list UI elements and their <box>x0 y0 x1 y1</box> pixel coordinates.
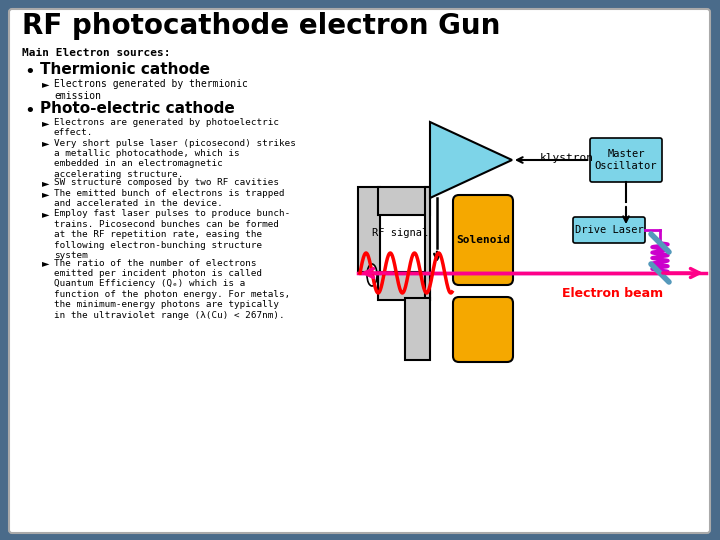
Text: ►: ► <box>42 79 50 89</box>
Text: RF photocathode electron Gun: RF photocathode electron Gun <box>22 12 500 40</box>
Bar <box>378 187 430 215</box>
Text: Thermionic cathode: Thermionic cathode <box>40 62 210 77</box>
Text: ►: ► <box>42 118 50 128</box>
Text: ►: ► <box>42 189 50 199</box>
Text: •: • <box>24 63 35 81</box>
Text: Employ fast laser pulses to produce bunch-
trains. Picosecond bunches can be for: Employ fast laser pulses to produce bunc… <box>54 210 290 260</box>
Bar <box>405 298 430 360</box>
FancyBboxPatch shape <box>9 9 710 533</box>
Text: ►: ► <box>42 210 50 219</box>
Text: Drive Laser: Drive Laser <box>575 225 644 235</box>
Bar <box>425 187 430 300</box>
FancyBboxPatch shape <box>453 195 513 285</box>
Text: Main Electron sources:: Main Electron sources: <box>22 48 171 58</box>
Text: Electron beam: Electron beam <box>562 287 663 300</box>
Text: klystron: klystron <box>540 153 594 163</box>
Text: ►: ► <box>42 138 50 149</box>
Text: •: • <box>24 102 35 120</box>
Text: The ratio of the number of electrons
emitted per incident photon is called
Quant: The ratio of the number of electrons emi… <box>54 259 290 320</box>
Text: The emitted bunch of electrons is trapped
and accelerated in the device.: The emitted bunch of electrons is trappe… <box>54 189 284 208</box>
FancyBboxPatch shape <box>573 217 645 243</box>
Text: Photo-electric cathode: Photo-electric cathode <box>40 101 235 116</box>
Bar <box>358 187 380 272</box>
Text: Electrons generated by thermionic
emission: Electrons generated by thermionic emissi… <box>54 79 248 100</box>
Text: ►: ► <box>42 178 50 188</box>
Text: SW structure composed by two RF cavities: SW structure composed by two RF cavities <box>54 178 279 187</box>
Text: ►: ► <box>42 259 50 268</box>
Text: Master
Oscillator: Master Oscillator <box>595 149 657 171</box>
Text: Solenoid: Solenoid <box>456 235 510 245</box>
Ellipse shape <box>367 264 377 286</box>
Text: Electrons are generated by photoelectric
effect.: Electrons are generated by photoelectric… <box>54 118 279 137</box>
FancyBboxPatch shape <box>590 138 662 182</box>
Text: RF signal: RF signal <box>372 228 428 238</box>
Bar <box>378 272 430 300</box>
Polygon shape <box>430 122 512 198</box>
FancyBboxPatch shape <box>453 297 513 362</box>
Text: Very short pulse laser (picosecond) strikes
a metallic photocathode, which is
em: Very short pulse laser (picosecond) stri… <box>54 138 296 179</box>
